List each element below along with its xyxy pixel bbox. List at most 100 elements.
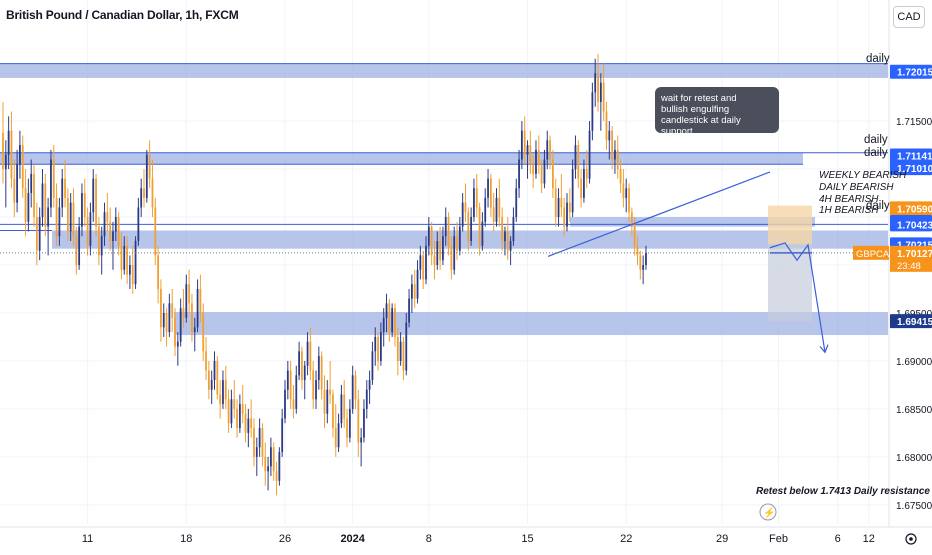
candle-body — [346, 418, 348, 438]
candle-body — [628, 188, 630, 213]
candle-body — [625, 188, 628, 198]
candle-body — [247, 418, 250, 433]
candle-body — [560, 197, 563, 208]
candle-body — [495, 197, 498, 222]
candle-body — [4, 154, 7, 170]
daily-zone-2 — [0, 152, 803, 165]
candle-body — [354, 375, 357, 400]
candle-body — [591, 92, 594, 131]
candle-body — [267, 466, 269, 472]
candle-body — [30, 173, 33, 194]
candle-body — [174, 317, 176, 347]
candle-body — [332, 394, 334, 429]
candle-body — [549, 140, 551, 160]
candle-body — [134, 241, 137, 285]
candle-body — [430, 226, 433, 256]
footer-note: Retest below 1.7413 Daily resistance — [756, 486, 930, 497]
candle-body — [306, 341, 309, 366]
candle-body — [501, 217, 504, 242]
candle-body — [334, 428, 337, 448]
candle-body — [639, 255, 642, 270]
candle-body — [281, 418, 284, 453]
candle-body — [458, 226, 461, 251]
trendline — [547, 171, 771, 257]
candle-body — [179, 308, 182, 342]
candle-body — [185, 284, 188, 318]
candle-body — [100, 236, 103, 256]
symbol-tag — [853, 245, 889, 260]
candle-body — [337, 423, 340, 448]
candle-body — [16, 164, 18, 203]
candle-body — [58, 207, 61, 237]
candle-body — [230, 399, 233, 424]
candle-body — [447, 217, 450, 246]
current-price-label: 1.70127 — [897, 249, 932, 260]
candle-body — [24, 188, 27, 222]
candle-body — [238, 404, 241, 429]
candle-body — [89, 212, 92, 246]
candle-body — [450, 245, 453, 270]
candle-body — [442, 236, 444, 261]
candle-body — [340, 394, 343, 424]
candle-body — [13, 178, 16, 203]
candle-body — [182, 308, 185, 318]
candle-body — [348, 408, 351, 438]
candle-body — [55, 197, 58, 237]
candle-body — [619, 169, 622, 184]
settings-icon-ring — [905, 533, 917, 545]
y-tick-label: 1.68500 — [896, 405, 932, 416]
candle-body — [489, 178, 492, 208]
candle-body — [594, 73, 597, 93]
candle-body — [597, 73, 599, 102]
daily-zone-1 — [0, 63, 888, 78]
projection-path — [769, 242, 826, 353]
candle-body — [92, 178, 95, 213]
lower-zone — [174, 312, 888, 336]
candle-body — [385, 303, 388, 318]
candle-body — [399, 341, 402, 361]
currency-selector[interactable]: CAD — [893, 6, 925, 28]
candle-body — [535, 149, 537, 174]
candle-body — [224, 380, 227, 400]
candle-body — [250, 418, 253, 429]
candle-body — [323, 389, 326, 414]
candle-body — [315, 380, 317, 400]
candle-body — [52, 159, 55, 198]
x-tick-label: 11 — [82, 533, 93, 545]
candle-body — [126, 245, 128, 275]
candle-body — [436, 241, 439, 266]
x-tick-label: 8 — [426, 533, 432, 545]
candle-body — [396, 336, 399, 361]
daily-label: daily — [864, 147, 888, 159]
candle-body — [425, 245, 427, 280]
candle-body — [416, 269, 419, 299]
candle-body — [492, 207, 495, 222]
candle-body — [171, 303, 174, 318]
candle-body — [419, 255, 422, 270]
candle-body — [540, 164, 543, 184]
candle-body — [566, 202, 568, 227]
candle-body — [120, 245, 123, 270]
candle-body — [303, 365, 306, 381]
candle-body — [284, 389, 286, 419]
callout-text: candlestick at daily — [661, 115, 741, 126]
candle-body — [537, 149, 540, 165]
settings-icon[interactable] — [905, 533, 917, 545]
candle-body — [411, 284, 413, 299]
candle-body — [7, 130, 10, 155]
candle-body — [95, 178, 97, 227]
candle-body — [168, 303, 171, 333]
candle-body — [275, 471, 278, 481]
lightning-badge — [759, 503, 777, 521]
candle-body — [520, 130, 523, 160]
x-tick-label: 6 — [835, 533, 841, 545]
price-level-tag — [890, 201, 932, 216]
candle-body — [103, 212, 106, 237]
candle-body — [422, 255, 425, 280]
candle-body — [478, 207, 481, 246]
candle-body — [309, 341, 312, 371]
candle-body — [210, 380, 213, 390]
candle-body — [470, 217, 473, 242]
